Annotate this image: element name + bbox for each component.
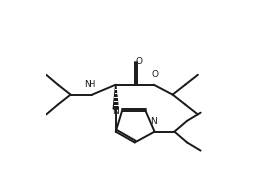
- Polygon shape: [113, 85, 118, 109]
- Text: H: H: [88, 80, 94, 89]
- Text: O: O: [151, 70, 158, 79]
- Text: N: N: [84, 80, 91, 89]
- Text: N: N: [150, 117, 157, 126]
- Text: O: O: [136, 57, 143, 66]
- Text: N: N: [112, 107, 118, 116]
